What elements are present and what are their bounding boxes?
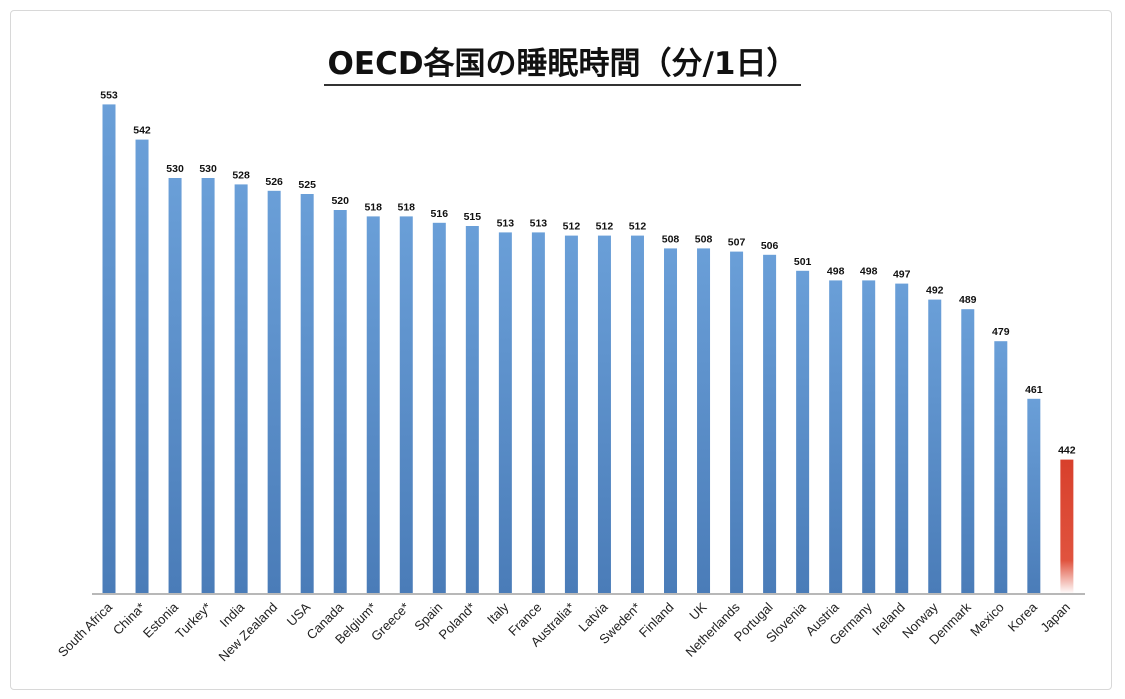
data-label: 498 (860, 265, 878, 277)
bar-estonia (168, 178, 182, 594)
bar-australia (564, 235, 578, 594)
bar-finland (664, 248, 678, 594)
data-label: 542 (133, 125, 151, 137)
bar-denmark (961, 309, 975, 594)
bar-uk (697, 248, 711, 594)
bar-turkey (201, 178, 215, 594)
data-label: 516 (431, 208, 449, 220)
data-label: 528 (232, 169, 250, 181)
bar-italy (498, 232, 512, 594)
data-label: 507 (728, 237, 746, 249)
bar-austria (829, 280, 843, 594)
data-label: 512 (596, 221, 614, 233)
bar-korea (1027, 398, 1041, 594)
bar-india (234, 184, 248, 594)
x-tick-label: Poland* (436, 600, 479, 643)
data-label: 515 (464, 211, 482, 223)
bar-portugal (763, 254, 777, 595)
x-tick-label: USA (284, 599, 314, 629)
bar-china (135, 139, 149, 594)
data-label: 479 (992, 326, 1010, 338)
x-tick-label: South Africa (55, 599, 116, 660)
data-label: 513 (497, 217, 515, 229)
data-label: 489 (959, 294, 977, 306)
x-tick-label: New Zealand (215, 600, 280, 665)
data-label: 506 (761, 240, 779, 252)
bar-belgium (366, 216, 380, 594)
data-label: 518 (364, 201, 382, 213)
bar-germany (862, 280, 876, 594)
x-tick-label: Turkey* (172, 600, 214, 642)
data-label: 497 (893, 269, 911, 281)
data-label: 512 (563, 221, 581, 233)
x-tick-label: Italy (484, 599, 512, 627)
chart-title-text: OECD各国の睡眠時間（分/1日） (323, 46, 802, 86)
data-label: 530 (166, 163, 184, 175)
x-tick-label: Japan (1037, 600, 1073, 636)
x-tick-label: Korea (1005, 599, 1041, 635)
bar-norway (928, 299, 942, 594)
data-label: 520 (331, 195, 349, 207)
bar-ireland (895, 283, 909, 594)
bar-japan (1060, 459, 1074, 594)
data-label: 530 (199, 163, 217, 175)
data-label: 553 (100, 89, 118, 101)
data-label: 442 (1058, 445, 1076, 457)
chart-title: OECD各国の睡眠時間（分/1日） (0, 38, 1125, 86)
bar-latvia (597, 235, 611, 594)
bar-poland (465, 226, 479, 594)
bar-netherlands (730, 251, 744, 594)
data-label: 461 (1025, 384, 1043, 396)
data-label: 512 (629, 221, 647, 233)
data-label: 525 (298, 179, 316, 191)
data-label: 501 (794, 256, 812, 268)
data-label: 498 (827, 265, 845, 277)
bar-spain (432, 222, 446, 595)
chart-frame (10, 10, 1112, 690)
bar-southafrica (102, 104, 116, 595)
bar-france (531, 232, 545, 594)
data-label: 508 (695, 233, 713, 245)
bar-slovenia (796, 270, 810, 594)
x-tick-label: Mexico (967, 600, 1007, 640)
bar-canada (333, 210, 347, 594)
data-label: 518 (398, 201, 416, 213)
bar-newzealand (267, 190, 281, 595)
bar-usa (300, 194, 314, 594)
x-tick-label: Finland (636, 600, 677, 641)
data-label: 492 (926, 285, 944, 297)
bar-sweden (630, 235, 644, 594)
bar-greece (399, 216, 413, 594)
data-label: 526 (265, 176, 283, 188)
x-tick-label: UK (686, 599, 710, 623)
data-label: 513 (530, 217, 548, 229)
data-label: 508 (662, 233, 680, 245)
bar-mexico (994, 341, 1008, 594)
